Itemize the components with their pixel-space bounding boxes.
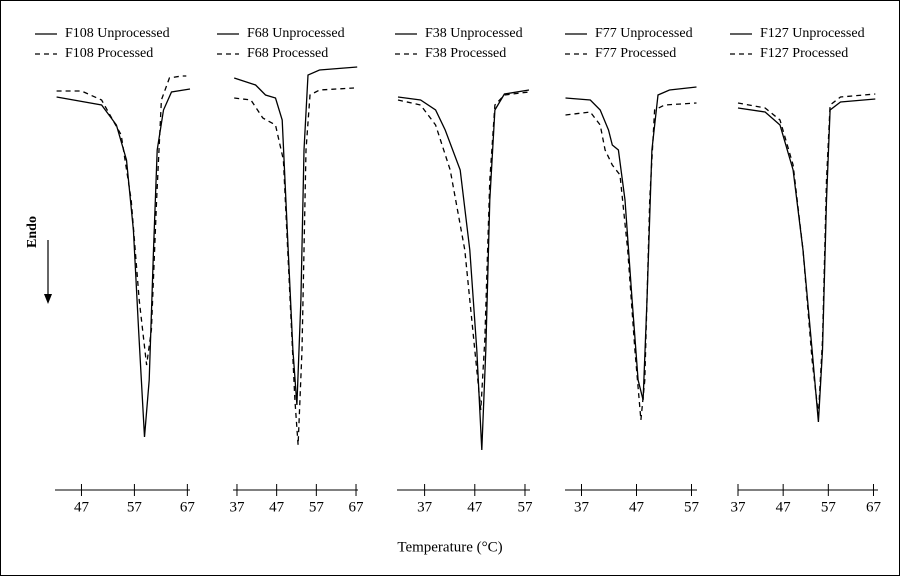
y-axis-label: Endo — [25, 216, 40, 248]
x-tick-label: 37 — [574, 499, 590, 515]
x-tick-label: 67 — [180, 499, 196, 515]
legend-label: F38 Processed — [425, 46, 506, 61]
data-line — [565, 102, 697, 421]
x-tick-label: 47 — [74, 499, 90, 515]
legend-label: F68 Unprocessed — [247, 26, 345, 41]
legend-label: F127 Processed — [760, 46, 848, 61]
endo-arrowhead — [44, 294, 52, 304]
x-tick-label: 67 — [866, 499, 882, 515]
data-line — [565, 86, 697, 401]
x-tick-label: 57 — [309, 499, 325, 515]
data-line — [56, 75, 187, 366]
x-tick-label: 57 — [517, 499, 533, 515]
x-tick-label: 37 — [731, 499, 747, 515]
legend-label: F77 Processed — [595, 46, 676, 61]
legend-label: F108 Unprocessed — [65, 26, 170, 41]
data-line — [234, 87, 355, 446]
legend-label: F127 Unprocessed — [760, 26, 865, 41]
legend-label: F77 Unprocessed — [595, 26, 693, 41]
legend-label: F68 Processed — [247, 46, 328, 61]
x-tick-label: 57 — [821, 499, 837, 515]
data-line — [737, 93, 876, 416]
x-tick-label: 47 — [776, 499, 792, 515]
data-line — [397, 89, 530, 451]
x-tick-label: 57 — [127, 499, 143, 515]
x-tick-label: 37 — [417, 499, 433, 515]
data-line — [397, 91, 530, 411]
data-line — [56, 88, 191, 438]
x-tick-label: 37 — [229, 499, 245, 515]
legend-label: F38 Unprocessed — [425, 26, 523, 41]
x-tick-label: 57 — [684, 499, 700, 515]
legend-label: F108 Processed — [65, 46, 153, 61]
x-tick-label: 47 — [269, 499, 285, 515]
x-tick-label: 47 — [467, 499, 483, 515]
x-tick-label: 47 — [629, 499, 645, 515]
x-tick-label: 67 — [349, 499, 365, 515]
x-axis-label: Temperature (°C) — [397, 539, 502, 555]
